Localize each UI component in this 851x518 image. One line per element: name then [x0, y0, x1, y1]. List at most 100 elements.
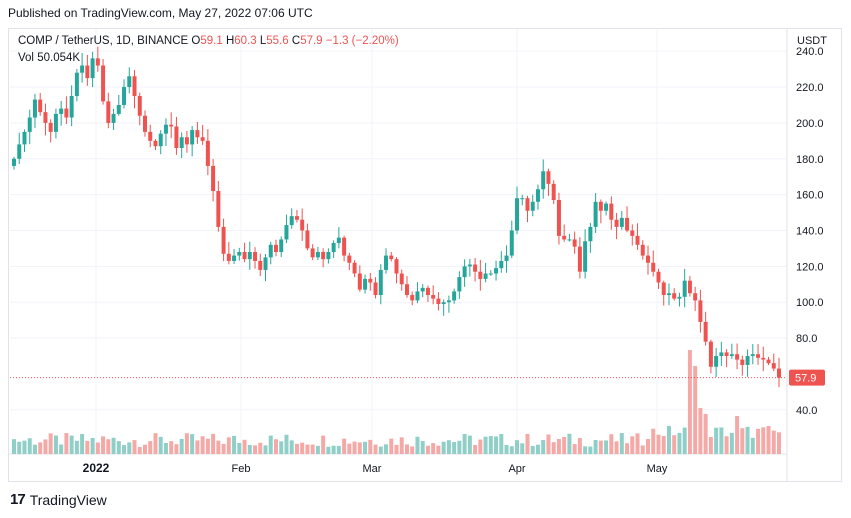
volume-bar: [247, 445, 252, 454]
candle-body: [48, 122, 53, 132]
candle-body: [693, 293, 698, 301]
candle-body: [69, 96, 74, 118]
volume-label: Vol: [18, 52, 34, 64]
time-tick-label: Feb: [232, 463, 251, 475]
volume-bar: [682, 427, 687, 454]
time-tick-label: Mar: [363, 463, 382, 475]
candle-body: [761, 357, 766, 360]
candle-body: [436, 298, 441, 304]
candle-body: [22, 131, 27, 145]
volume-bar: [310, 444, 315, 454]
volume-bar: [378, 446, 383, 454]
candle-body: [520, 198, 525, 200]
chart-frame[interactable]: [8, 28, 842, 482]
candle-body: [614, 219, 619, 227]
candle-body: [740, 359, 745, 365]
candle-body: [273, 244, 278, 252]
candle-body: [420, 287, 425, 292]
volume-bar: [635, 433, 640, 454]
price-tick-label: 100.0: [796, 297, 824, 309]
volume-bar: [163, 443, 168, 454]
volume-bar: [258, 442, 263, 454]
currency-label: USDT: [797, 35, 827, 47]
volume-bar: [614, 441, 619, 454]
volume-bar: [95, 442, 100, 454]
volume-bar: [766, 425, 771, 454]
volume-bar: [478, 439, 483, 454]
volume-bar: [127, 442, 132, 454]
last-price-tag: [789, 369, 825, 386]
volume-bar: [473, 445, 478, 454]
volume-bar: [656, 434, 661, 454]
volume-bar: [546, 434, 551, 454]
change-value: −1.3 (−2.20%): [325, 35, 399, 47]
volume-bar: [122, 445, 127, 454]
candle-body: [247, 251, 252, 260]
volume-bar: [279, 441, 284, 454]
volume-bar: [373, 444, 378, 454]
volume-bar: [756, 428, 761, 454]
candle-body: [363, 278, 368, 290]
candle-body: [17, 144, 22, 159]
candle-body: [342, 237, 347, 256]
volume-bar: [672, 435, 677, 454]
footer-brand[interactable]: 17 TradingView: [10, 491, 107, 508]
volume-bar: [583, 446, 588, 454]
low-value: 55.6: [266, 35, 289, 47]
candle-body: [95, 58, 100, 66]
volume-bar: [703, 414, 708, 454]
candle-body: [619, 217, 624, 227]
candle-body: [473, 264, 478, 272]
ohlc-legend: COMP / TetherUS, 1D, BINANCE O59.1 H60.3…: [18, 35, 399, 47]
candle-body: [211, 165, 216, 192]
candle-body: [777, 368, 781, 378]
candle-body: [483, 273, 488, 279]
volume-bar: [441, 441, 446, 454]
candle-body: [630, 230, 635, 236]
volume-bar: [184, 433, 189, 454]
volume-bar: [137, 446, 142, 454]
price-tick-label: 200.0: [796, 118, 824, 130]
volume-bar: [520, 443, 525, 454]
volume-bar: [132, 440, 137, 454]
candle-body: [347, 255, 352, 263]
volume-bar: [289, 440, 294, 454]
volume-bar: [446, 440, 451, 454]
candle-body: [719, 352, 724, 356]
candle-body: [321, 251, 326, 260]
volume-bar: [363, 441, 368, 454]
volume-bar: [357, 442, 362, 454]
volume-bar: [389, 438, 394, 454]
volume-bar: [604, 440, 609, 454]
volume-bar: [321, 435, 326, 454]
candle-body: [111, 113, 116, 123]
volume-bar: [368, 439, 373, 454]
candle-body: [38, 99, 43, 113]
volume-bar: [17, 441, 22, 454]
candle-body: [326, 251, 331, 260]
volume-bar: [677, 432, 682, 454]
candle-body: [494, 268, 499, 274]
candle-body: [90, 58, 95, 79]
candle-body: [515, 198, 520, 231]
candle-body: [735, 354, 740, 360]
candle-body: [646, 255, 651, 263]
candle-body: [59, 108, 64, 114]
volume-bar: [515, 440, 520, 454]
candle-body: [666, 293, 671, 296]
price-tick-label: 120.0: [796, 261, 824, 273]
candle-body: [174, 126, 179, 149]
candle-body: [504, 255, 509, 261]
candle-body: [756, 354, 761, 358]
volume-bar: [179, 438, 184, 454]
candle-body: [279, 239, 284, 252]
volume-bar: [425, 445, 430, 454]
volume-bar: [750, 437, 755, 454]
volume-bar: [609, 434, 614, 454]
volume-bar: [237, 443, 242, 454]
volume-bar: [169, 441, 174, 454]
published-caption: Published on TradingView.com, May 27, 20…: [8, 6, 313, 20]
volume-bar: [12, 439, 16, 454]
volume-bar: [200, 436, 205, 454]
